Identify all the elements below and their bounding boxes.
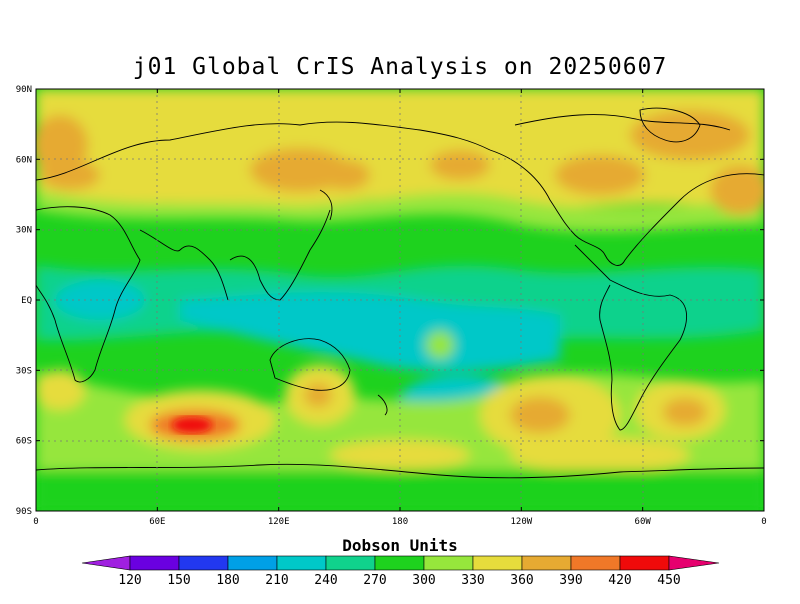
colorbar-label: 240	[314, 573, 337, 588]
latitude-labels: 90N 60N 30N EQ 30S 60S 90S	[16, 85, 32, 517]
latitude-label: 60S	[16, 437, 32, 447]
grid-lines	[36, 89, 764, 511]
colorbar-title: Dobson Units	[342, 536, 458, 555]
longitude-label: 120E	[268, 517, 290, 527]
longitude-label: 180	[392, 517, 408, 527]
latitude-label: 30S	[16, 366, 32, 376]
colorbar-swatch	[570, 555, 621, 571]
colorbar-label: 360	[510, 573, 533, 588]
colorbar-swatch	[423, 555, 474, 571]
colorbar-swatch	[178, 555, 229, 571]
latitude-label: 30N	[16, 226, 32, 236]
longitude-labels: 0 60E 120E 180 120W 60W 0	[33, 517, 766, 527]
colorbar-label: 300	[412, 573, 435, 588]
colorbar-label: 270	[363, 573, 386, 588]
colorbar-label: 120	[118, 573, 141, 588]
latitude-label: 60N	[16, 155, 32, 165]
colorbar-labels: 120 150 180 210 240 270 300 330 360 390 420 450	[118, 573, 680, 588]
longitude-label: 60W	[635, 517, 652, 527]
ozone-field	[36, 89, 764, 511]
colorbar-swatch	[521, 555, 572, 571]
colorbar-label: 420	[608, 573, 631, 588]
colorbar-max-arrow	[668, 555, 720, 571]
colorbar-swatch	[472, 555, 523, 571]
colorbar-swatch	[129, 555, 180, 571]
colorbar	[81, 555, 720, 571]
longitude-label: 0	[761, 517, 766, 527]
map-title: j01 Global CrIS Analysis on 20250607	[132, 54, 668, 80]
colorbar-label: 150	[167, 573, 190, 588]
longitude-label: 120W	[510, 517, 532, 527]
colorbar-swatch	[276, 555, 327, 571]
colorbar-label: 390	[559, 573, 582, 588]
colorbar-label: 450	[657, 573, 680, 588]
colorbar-label: 210	[265, 573, 288, 588]
colorbar-swatch	[325, 555, 376, 571]
colorbar-swatch	[227, 555, 278, 571]
colorbar-label: 330	[461, 573, 484, 588]
latitude-label: EQ	[21, 296, 32, 306]
axis-tick-marks	[35, 88, 765, 512]
longitude-label: 0	[33, 517, 38, 527]
colorbar-swatch	[374, 555, 425, 571]
longitude-label: 60E	[149, 517, 165, 527]
colorbar-label: 180	[216, 573, 239, 588]
coastlines	[36, 107, 764, 479]
latitude-label: 90S	[16, 507, 32, 517]
colorbar-swatch	[619, 555, 670, 571]
colorbar-min-arrow	[81, 555, 131, 571]
latitude-label: 90N	[16, 85, 32, 95]
